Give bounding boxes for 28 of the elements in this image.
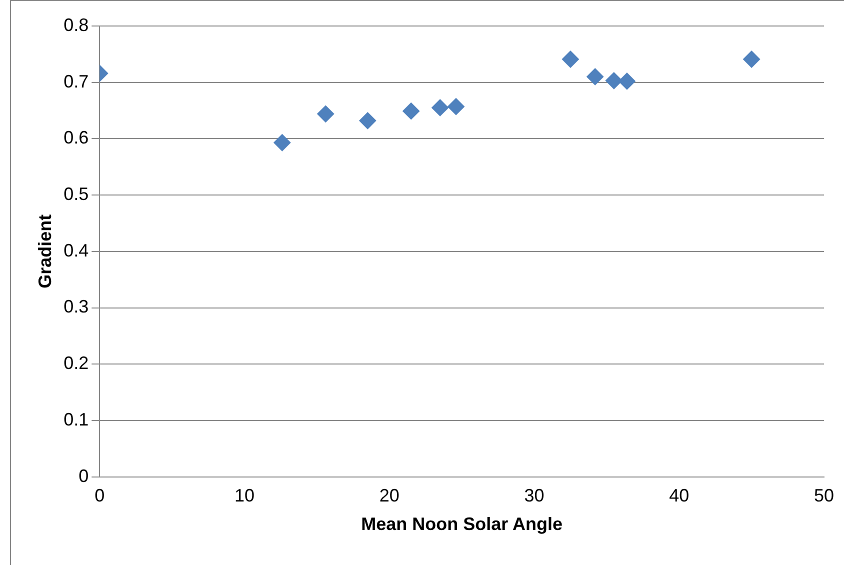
point [586,68,604,86]
y-tick-label: 0.2 [64,353,89,374]
point [562,50,579,68]
x-tick-label: 40 [669,486,690,506]
x-tick-label: 20 [379,486,400,506]
point [402,102,420,120]
point [448,98,465,116]
point [274,134,291,152]
point [317,105,334,122]
x-tick-label: 50 [814,486,834,506]
y-tick-label: 0.8 [64,14,89,35]
x-tick-label: 10 [234,486,255,506]
y-tick-label: 0.4 [64,240,89,260]
x-axis-title: Mean Noon Solar Angle [361,514,562,534]
y-tick-label: 0.3 [64,296,89,317]
x-tick-label: 30 [524,486,544,506]
point [618,72,636,90]
point [359,112,376,130]
y-tick-label: 0.5 [64,184,89,204]
point [743,50,760,68]
y-tick-label: 0 [78,466,89,486]
y-axis-title: Gradient [34,214,55,288]
point [605,72,622,90]
y-tick-label: 0.6 [64,128,89,148]
point [432,99,449,116]
y-tick-label: 0.7 [64,71,89,92]
y-tick-label: 0.1 [64,409,89,430]
x-tick-label: 0 [94,486,105,506]
